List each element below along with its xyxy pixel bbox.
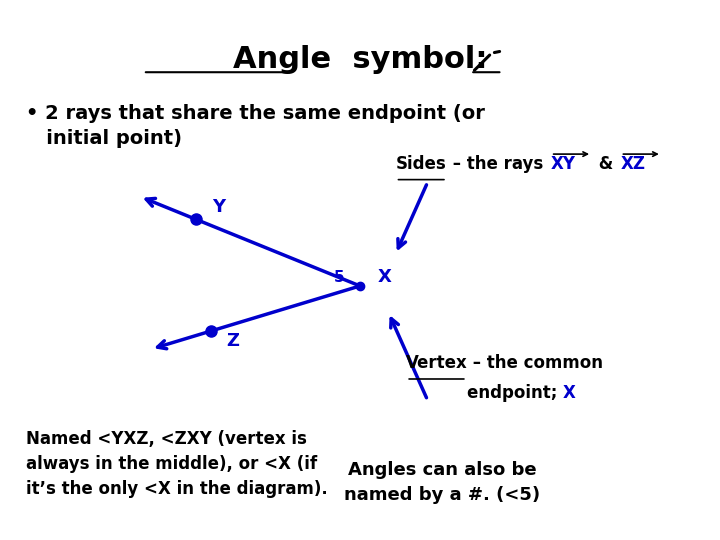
Text: Sides: Sides [395, 155, 446, 173]
Text: – the common: – the common [467, 354, 603, 373]
Text: Angle  symbol:: Angle symbol: [233, 45, 487, 75]
Text: 5: 5 [333, 269, 344, 285]
Text: Vertex: Vertex [406, 354, 468, 373]
Text: Z: Z [226, 332, 239, 350]
Text: endpoint;: endpoint; [467, 383, 569, 402]
Text: X: X [378, 268, 392, 286]
Text: XY: XY [551, 155, 576, 173]
Text: &: & [593, 155, 619, 173]
Text: XZ: XZ [621, 155, 645, 173]
Text: Angles can also be
named by a #. (<5): Angles can also be named by a #. (<5) [343, 461, 540, 504]
Text: Named <YXZ, <ZXY (vertex is
always in the middle), or <X (if
it’s the only <X in: Named <YXZ, <ZXY (vertex is always in th… [25, 430, 328, 498]
Text: – the rays: – the rays [447, 155, 549, 173]
Text: X: X [563, 383, 576, 402]
Text: Y: Y [212, 198, 225, 215]
Text: • 2 rays that share the same endpoint (or
   initial point): • 2 rays that share the same endpoint (o… [25, 104, 485, 148]
